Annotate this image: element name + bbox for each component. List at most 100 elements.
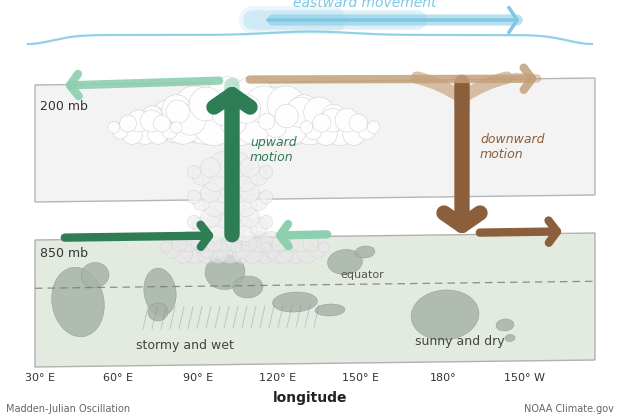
Circle shape [240,183,259,202]
Text: 120° E: 120° E [259,373,296,383]
Circle shape [203,168,227,192]
Circle shape [259,113,275,129]
Circle shape [175,86,213,123]
Circle shape [273,244,293,263]
Circle shape [211,88,268,146]
Circle shape [240,158,259,177]
Ellipse shape [273,292,317,312]
Circle shape [290,105,330,145]
Ellipse shape [355,246,375,258]
Circle shape [231,77,275,121]
Circle shape [153,100,180,127]
Circle shape [236,109,270,144]
Circle shape [224,202,250,227]
Circle shape [182,237,208,263]
Circle shape [226,231,246,252]
Circle shape [282,237,308,263]
Circle shape [224,177,250,202]
Circle shape [211,244,225,258]
Circle shape [281,244,295,258]
Circle shape [189,87,223,121]
Circle shape [300,121,312,134]
Circle shape [240,208,259,227]
Circle shape [166,109,201,144]
Circle shape [224,152,250,177]
Circle shape [249,218,267,236]
Circle shape [197,86,235,123]
Circle shape [272,236,287,252]
Circle shape [162,123,177,139]
Text: eastward movement: eastward movement [293,0,436,10]
Ellipse shape [315,304,345,316]
Circle shape [165,244,179,258]
Circle shape [231,242,242,253]
Circle shape [246,86,283,123]
Circle shape [246,244,260,258]
Ellipse shape [144,268,176,316]
Circle shape [220,109,246,135]
Circle shape [303,236,319,252]
Circle shape [280,109,314,144]
Circle shape [259,215,273,229]
Circle shape [233,168,257,192]
Text: 60° E: 60° E [103,373,133,383]
Ellipse shape [148,303,168,321]
Circle shape [325,115,355,145]
Circle shape [298,244,317,263]
Circle shape [279,231,299,252]
Circle shape [200,244,215,258]
Circle shape [169,100,197,127]
Circle shape [321,108,345,132]
Circle shape [187,190,201,204]
Ellipse shape [327,249,363,275]
Circle shape [238,236,254,252]
Circle shape [210,202,235,227]
Circle shape [141,110,162,132]
Circle shape [367,121,380,134]
Circle shape [192,168,211,186]
Text: Madden-Julian Oscillation: Madden-Julian Oscillation [6,404,130,414]
Circle shape [193,104,235,146]
Circle shape [191,231,211,252]
Circle shape [233,218,257,241]
Circle shape [249,168,267,186]
Circle shape [257,87,291,121]
Circle shape [161,242,172,253]
Circle shape [203,236,218,252]
Circle shape [244,244,263,263]
Circle shape [261,242,272,253]
Circle shape [212,106,232,126]
Circle shape [135,117,154,136]
Circle shape [319,242,329,253]
Polygon shape [35,233,595,367]
Ellipse shape [505,334,515,341]
Circle shape [196,117,215,136]
Circle shape [265,116,286,138]
Text: equator: equator [340,270,384,281]
Circle shape [248,106,268,126]
Circle shape [206,115,221,129]
Circle shape [235,244,249,258]
Circle shape [130,115,144,129]
Circle shape [242,236,257,252]
Circle shape [249,192,267,210]
Circle shape [267,86,304,123]
Circle shape [210,152,235,177]
Circle shape [267,244,286,263]
Text: longitude: longitude [273,391,347,405]
Circle shape [179,231,199,252]
Circle shape [318,106,338,126]
Circle shape [259,165,273,179]
Circle shape [291,100,314,123]
Circle shape [175,104,206,135]
Circle shape [274,104,305,135]
Circle shape [315,123,337,145]
Circle shape [154,115,170,132]
Circle shape [265,244,280,258]
Circle shape [218,242,229,253]
Circle shape [144,107,164,127]
Circle shape [201,158,220,177]
Circle shape [213,208,247,241]
Text: NOAA Climate.gov: NOAA Climate.gov [524,404,614,414]
Circle shape [322,104,345,128]
